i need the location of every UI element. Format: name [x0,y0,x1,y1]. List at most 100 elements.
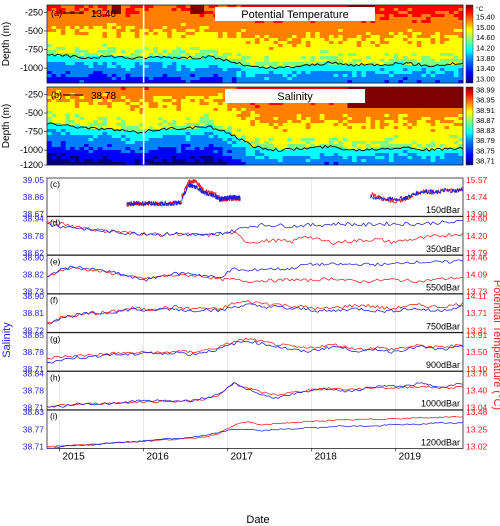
heatmap-cell [370,105,376,109]
heatmap-cell [176,144,182,148]
heatmap-cell [227,47,233,51]
heatmap-cell [305,68,311,72]
heatmap-cell [74,150,80,154]
heatmap-cell [93,62,99,66]
heatmap-cell [213,111,219,115]
heatmap-cell [125,159,131,163]
heatmap-cell [356,153,362,157]
heatmap-cell [162,80,168,84]
heatmap-cell [453,159,459,163]
heatmap-cell [74,102,80,106]
heatmap-cell [167,38,173,42]
heatmap-cell [291,138,297,142]
heatmap-cell [273,132,279,136]
heatmap-cell [328,162,334,166]
heatmap-cell [250,71,256,75]
heatmap-cell [139,68,145,72]
heatmap-cell [190,8,196,12]
heatmap-cell [356,77,362,81]
heatmap-cell [199,29,205,33]
temperature-series-line [46,267,464,284]
heatmap-cell [51,14,57,18]
heatmap-cell [93,74,99,78]
heatmap-cell [116,77,122,81]
heatmap-cell [398,38,404,42]
heatmap-cell [315,77,321,81]
heatmap-cell [130,14,136,18]
heatmap-cell [389,8,395,12]
heatmap-cell [352,129,358,133]
heatmap-cell [130,47,136,51]
heatmap-cell [139,5,145,9]
heatmap-cell [347,29,353,33]
heatmap-cell [361,114,367,118]
heatmap-cell [375,108,381,112]
heatmap-cell [97,135,103,139]
heatmap-cell [333,74,339,78]
heatmap-cell [449,87,455,91]
heatmap-cell [301,23,307,27]
heatmap-cell [375,5,381,9]
heatmap-cell [268,74,274,78]
heatmap-cell [241,59,247,63]
heatmap-cell [208,29,214,33]
heatmap-cell [236,74,242,78]
heatmap-cell [264,135,270,139]
heatmap-cell [375,29,381,33]
heatmap-cell [444,35,450,39]
heatmap-cell [218,102,224,106]
heatmap-cell [324,126,330,130]
heatmap-cell [218,50,224,54]
heatmap-cell [107,144,113,148]
heatmap-cell [134,59,140,63]
heatmap-cell [389,59,395,63]
heatmap-cell [273,59,279,63]
heatmap-cell [134,71,140,75]
heatmap-cell [370,159,376,163]
heatmap-cell [83,117,89,121]
heatmap-cell [148,120,154,124]
heatmap-cell [236,65,242,69]
heatmap-cell [134,44,140,48]
heatmap-cell [190,156,196,160]
heatmap-cell [291,26,297,30]
heatmap-cell [227,147,233,151]
heatmap-cell [185,87,191,91]
heatmap-cell [449,77,455,81]
heatmap-cell [347,20,353,24]
heatmap-cell [236,147,242,151]
colorbar-tick-label: 15.40 [476,13,495,22]
heatmap-cell [171,14,177,18]
heatmap-cell [130,144,136,148]
heatmap-cell [389,96,395,100]
heatmap-cell [74,68,80,72]
heatmap-cell [250,53,256,57]
heatmap-cell [402,11,408,15]
heatmap-cell [393,71,399,75]
heatmap-cell [365,90,371,94]
heatmap-cell [171,47,177,51]
heatmap-cell [328,53,334,57]
heatmap-cell [426,56,432,60]
heatmap-cell [222,29,228,33]
heatmap-cell [102,90,108,94]
heatmap-cell [116,93,122,97]
heatmap-cell [157,132,163,136]
heatmap-cell [60,80,66,84]
heatmap-cell [120,138,126,142]
heatmap-cell [444,38,450,42]
heatmap-cell [199,144,205,148]
heatmap-cell [79,17,85,21]
heatmap-cell [144,65,150,69]
heatmap-cell [375,105,381,109]
heatmap-cell [227,80,233,84]
heatmap-cell [190,144,196,148]
heatmap-cell [107,29,113,33]
heatmap-cell [56,50,62,54]
heatmap-cell [111,144,117,148]
heatmap-cell [204,41,210,45]
heatmap-cell [130,8,136,12]
heatmap-cell [60,8,66,12]
heatmap-cell [241,26,247,30]
